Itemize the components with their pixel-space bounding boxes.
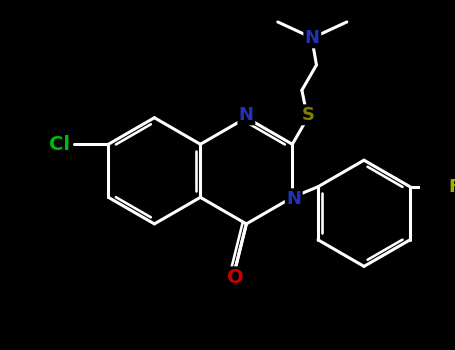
Text: O: O [227,268,243,287]
Text: F: F [448,178,455,196]
Text: N: N [286,190,301,208]
Text: N: N [305,29,320,47]
Text: S: S [302,106,315,124]
Text: Cl: Cl [50,135,71,154]
Text: N: N [239,106,254,124]
